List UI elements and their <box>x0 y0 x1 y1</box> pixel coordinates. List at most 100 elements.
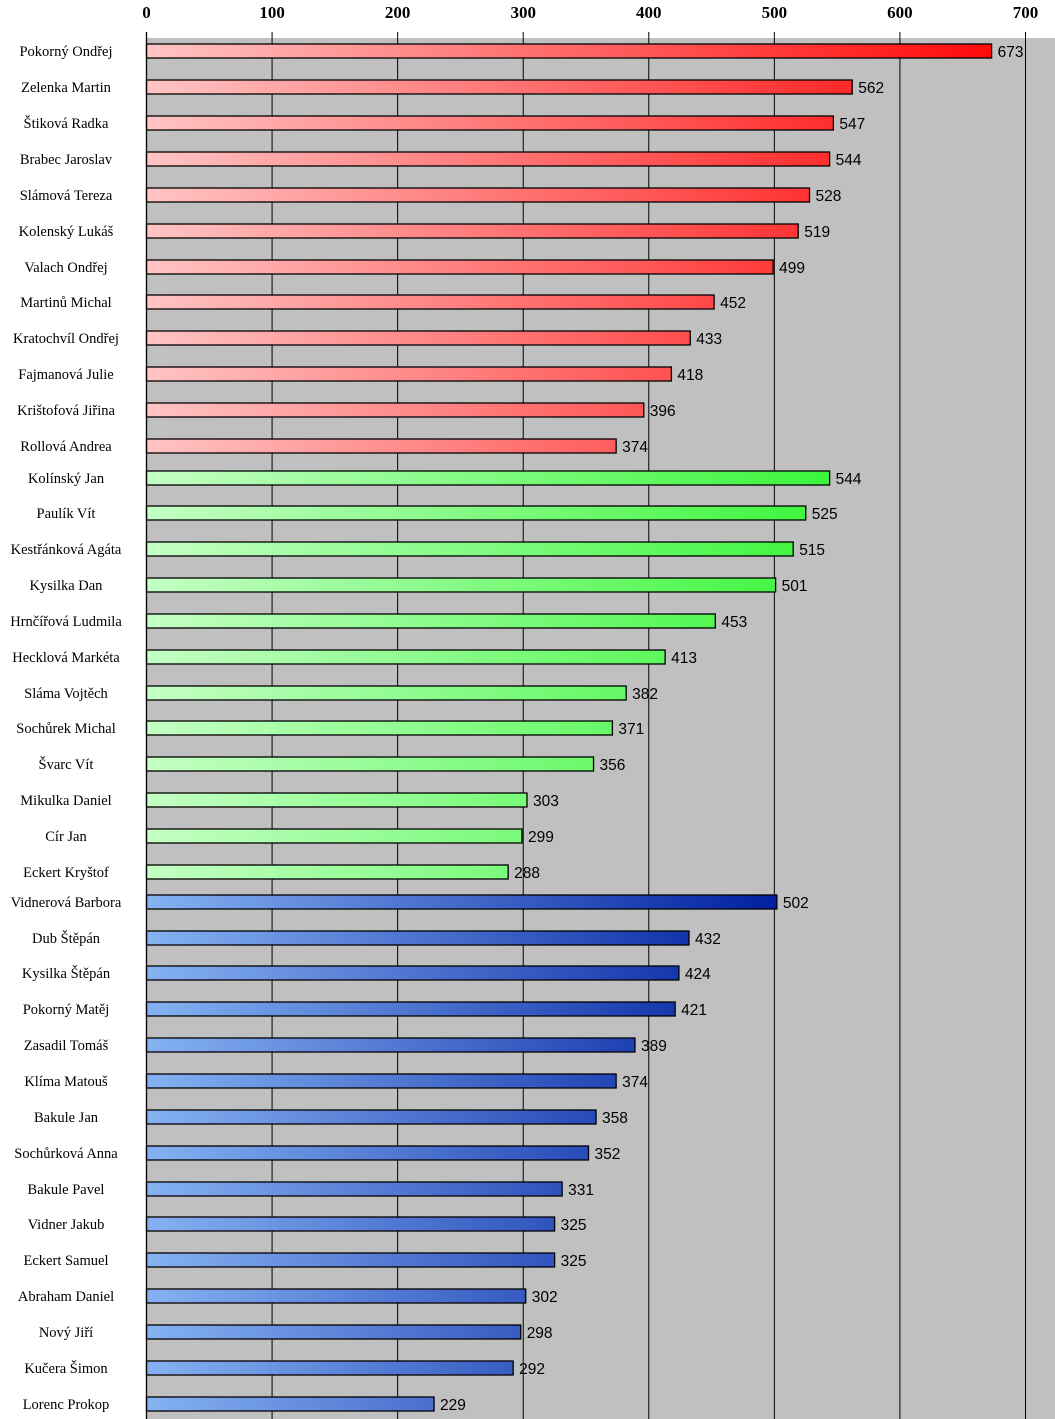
bar-row: Kysilka Štěpán 424 <box>22 965 711 983</box>
bar <box>145 79 853 95</box>
bar-row: Mikulka Daniel 303 <box>20 792 559 810</box>
category-label: Vidner Jakub <box>28 1217 105 1233</box>
bar <box>145 1324 522 1340</box>
data-label: 325 <box>561 1217 587 1234</box>
x-tick-label: 400 <box>636 3 662 22</box>
bar-row: Abraham Daniel 302 <box>18 1288 558 1306</box>
bar <box>145 649 666 665</box>
bar-row: Hecklová Markéta 413 <box>12 649 697 667</box>
data-label: 418 <box>677 367 703 384</box>
category-label: Bakule Pavel <box>28 1182 105 1198</box>
bar <box>145 259 774 275</box>
bar-row: Kučera Šimon 292 <box>24 1360 545 1378</box>
data-label: 382 <box>632 686 658 703</box>
category-label: Nový Jiří <box>39 1325 93 1341</box>
data-label: 292 <box>519 1361 545 1378</box>
data-label: 325 <box>561 1253 587 1270</box>
category-label: Kolínský Jan <box>28 471 105 487</box>
category-label: Fajmanová Julie <box>18 367 113 383</box>
category-label: Zelenka Martin <box>21 80 112 96</box>
bar <box>145 1216 556 1232</box>
bar <box>145 366 673 382</box>
bar-row: Vidnerová Barbora 502 <box>11 894 809 912</box>
bar-row: Valach Ondřej 499 <box>24 259 805 277</box>
category-label: Štiková Radka <box>24 115 110 132</box>
bar-row: Rollová Andrea 374 <box>20 438 648 456</box>
bar <box>145 1181 563 1197</box>
data-label: 544 <box>836 471 862 488</box>
category-label: Cír Jan <box>45 829 87 845</box>
bar <box>145 115 835 131</box>
bar <box>145 577 777 593</box>
bar-row: Sochůrková Anna 352 <box>14 1145 621 1163</box>
bar-row: Švarc Vít 356 <box>39 756 626 774</box>
bar <box>145 438 617 454</box>
data-label: 374 <box>622 439 648 456</box>
bar-row: Eckert Samuel 325 <box>24 1252 587 1270</box>
data-label: 519 <box>804 224 830 241</box>
bar <box>145 685 627 701</box>
bar <box>145 1073 617 1089</box>
bar-row: Nový Jiří 298 <box>39 1324 553 1342</box>
data-label: 515 <box>799 542 825 559</box>
data-label: 547 <box>839 116 865 133</box>
bar <box>145 330 691 346</box>
bar <box>145 965 680 981</box>
bar <box>145 43 993 59</box>
category-label: Valach Ondřej <box>24 260 107 276</box>
bar <box>145 187 811 203</box>
x-tick-label: 500 <box>762 3 788 22</box>
x-tick-label: 0 <box>142 3 151 22</box>
x-tick-label: 700 <box>1013 3 1039 22</box>
data-label: 303 <box>533 793 559 810</box>
data-label: 421 <box>681 1002 707 1019</box>
category-label: Švarc Vít <box>39 756 94 773</box>
category-label: Hecklová Markéta <box>12 650 120 666</box>
bar-row: Paulík Vít 525 <box>37 505 838 523</box>
category-label: Zasadil Tomáš <box>24 1038 109 1054</box>
category-label: Mikulka Daniel <box>20 793 111 809</box>
bar-row: Pokorný Ondřej 673 <box>19 43 1023 61</box>
category-label: Eckert Kryštof <box>23 865 109 881</box>
category-label: Hrnčířová Ludmila <box>10 614 122 630</box>
data-label: 371 <box>618 721 644 738</box>
category-label: Klíma Matouš <box>24 1074 108 1090</box>
data-label: 544 <box>836 152 862 169</box>
data-label: 356 <box>600 757 626 774</box>
bar <box>145 756 595 772</box>
bar <box>145 1037 636 1053</box>
category-label: Pokorný Matěj <box>23 1002 110 1018</box>
category-label: Kratochvíl Ondřej <box>13 331 119 347</box>
category-label: Kučera Šimon <box>24 1360 108 1377</box>
bar-row: Martinů Michal 452 <box>20 294 746 312</box>
category-label: Lorenc Prokop <box>23 1397 110 1413</box>
bar <box>145 1288 527 1304</box>
data-label: 433 <box>696 331 722 348</box>
data-label: 352 <box>595 1146 621 1163</box>
category-label: Pokorný Ondřej <box>19 44 112 60</box>
bar <box>145 541 794 557</box>
data-label: 331 <box>568 1182 594 1199</box>
bar <box>145 505 807 521</box>
category-label: Kysilka Štěpán <box>22 965 111 982</box>
bar <box>145 828 523 844</box>
data-label: 432 <box>695 931 721 948</box>
data-label: 502 <box>783 895 809 912</box>
category-label: Martinů Michal <box>20 295 111 311</box>
category-label: Krištofová Jiřina <box>17 403 115 419</box>
category-label: Slámová Tereza <box>20 188 113 204</box>
bar <box>145 223 799 239</box>
data-label: 299 <box>528 829 554 846</box>
category-label: Abraham Daniel <box>18 1289 114 1305</box>
bar-row: Bakule Jan 358 <box>34 1109 628 1127</box>
bar-row: Hrnčířová Ludmila 453 <box>10 613 747 631</box>
bar <box>145 1001 676 1017</box>
bar <box>145 1396 435 1412</box>
bar <box>145 613 716 629</box>
data-label: 288 <box>514 865 540 882</box>
bar-row: Pokorný Matěj 421 <box>23 1001 707 1019</box>
data-label: 525 <box>812 506 838 523</box>
category-label: Sochůrková Anna <box>14 1146 118 1162</box>
bar-row: Krištofová Jiřina 396 <box>17 402 676 420</box>
bar <box>145 1109 597 1125</box>
